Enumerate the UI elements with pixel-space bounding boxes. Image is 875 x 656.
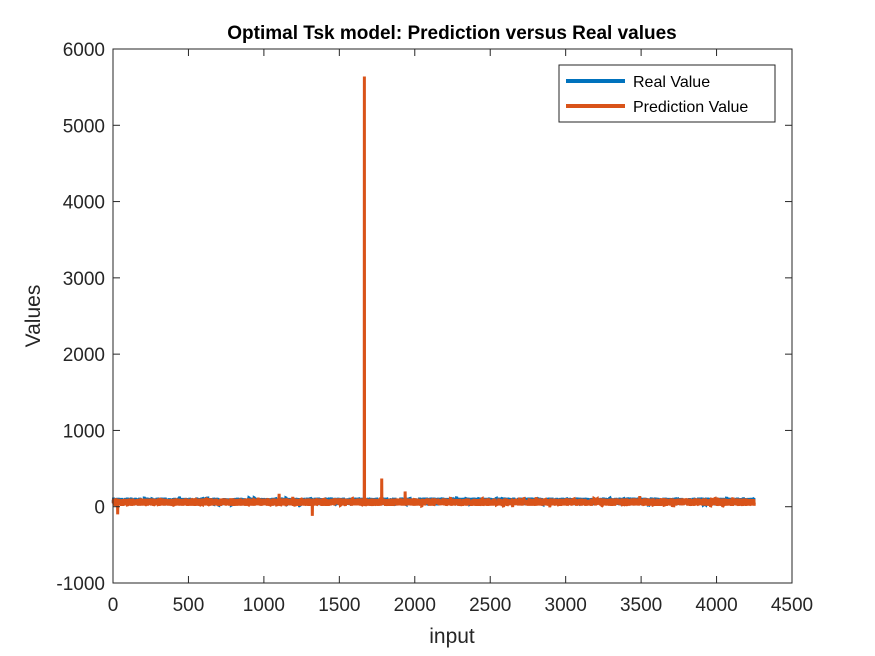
y-tick-label: 3000: [63, 269, 105, 290]
y-tick-label: 0: [94, 498, 105, 519]
x-tick-label: 2000: [394, 595, 436, 616]
y-axis-label: Values: [22, 285, 45, 348]
x-axis-label: input: [429, 625, 475, 648]
x-tick-label: 3000: [545, 595, 587, 616]
series-line-prediction-value: [111, 76, 756, 516]
x-tick-label: 4000: [695, 595, 737, 616]
x-tick-label: 1500: [318, 595, 360, 616]
x-ticks: 0 500 1000 1500 2000 2500 3000 3500 4000 4500: [108, 49, 813, 616]
y-tick-label: 1000: [63, 421, 105, 442]
legend-label-real: Real Value: [633, 74, 710, 91]
x-tick-label: 0: [108, 595, 119, 616]
y-ticks: -1000 0 1000 2000 3000 4000 5000 6000: [56, 40, 792, 595]
x-tick-label: 1000: [243, 595, 285, 616]
chart-title: Optimal Tsk model: Prediction versus Rea…: [227, 23, 676, 44]
axes-box: [112, 48, 793, 584]
y-tick-label: 5000: [63, 116, 105, 137]
plot-lines: [111, 76, 756, 516]
x-tick-label: 4500: [771, 595, 813, 616]
legend-box: [558, 64, 776, 123]
y-tick-label: 2000: [63, 345, 105, 366]
y-tick-label: 6000: [63, 40, 105, 61]
x-tick-label: 3500: [620, 595, 662, 616]
x-tick-label: 500: [173, 595, 205, 616]
y-tick-label: 4000: [63, 193, 105, 214]
axes: [112, 48, 793, 584]
legend-label-prediction: Prediction Value: [633, 99, 748, 116]
legend: Real Value Prediction Value: [558, 64, 776, 123]
x-tick-label: 2500: [469, 595, 511, 616]
y-tick-label: -1000: [56, 574, 105, 595]
